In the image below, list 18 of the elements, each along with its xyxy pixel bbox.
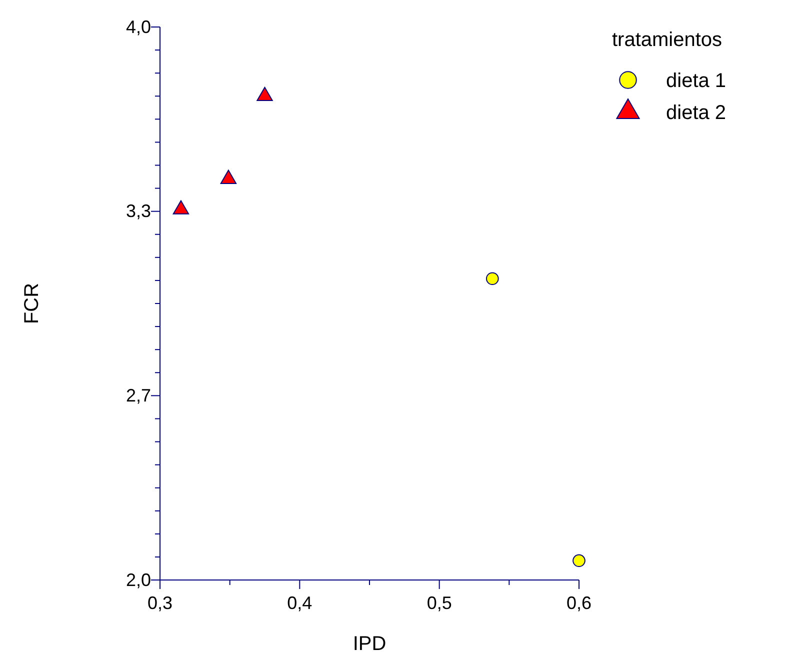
y-tick-label: 2,0 — [126, 570, 151, 590]
y-tick-label: 3,3 — [126, 201, 151, 222]
point — [572, 554, 586, 568]
y-axis-title: FCR — [21, 282, 43, 324]
point — [256, 86, 273, 102]
x-tick-label: 0,6 — [566, 592, 592, 613]
x-tick-label: 0,3 — [147, 592, 173, 613]
point — [220, 170, 237, 184]
x-tick-label: 0,5 — [426, 592, 452, 613]
y-tick-label: 4,0 — [126, 16, 151, 37]
x-tick-label: 0,4 — [287, 592, 312, 613]
point — [172, 200, 190, 214]
legend-label: dieta 1 — [666, 70, 726, 92]
x-axis-title: IPD — [352, 633, 386, 655]
legend-label: dieta 2 — [666, 102, 726, 124]
point — [486, 272, 499, 286]
legend-title: tratamientos — [612, 29, 722, 51]
y-tick-label: 2,7 — [126, 385, 151, 406]
